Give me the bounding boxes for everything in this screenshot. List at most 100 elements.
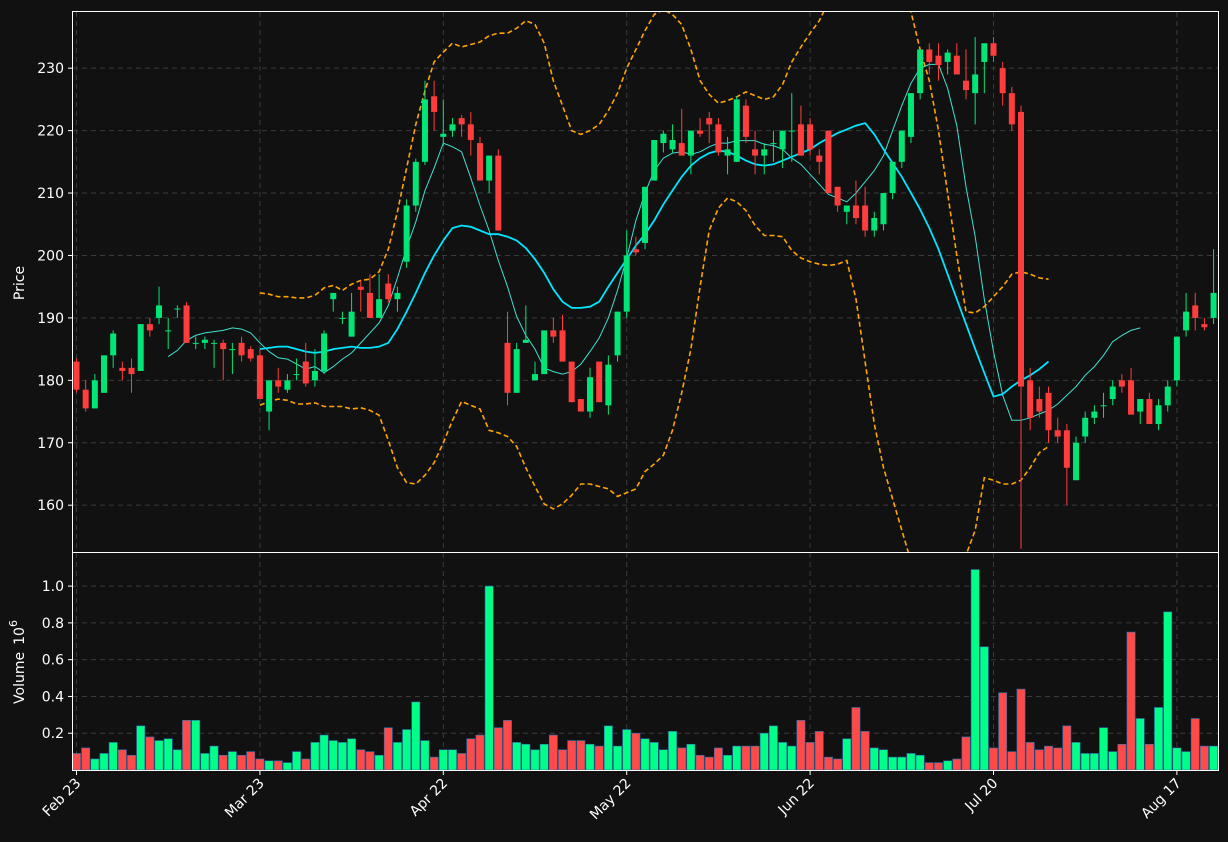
candle-up	[440, 133, 447, 137]
volume-bar-down	[1200, 745, 1209, 771]
candle-down	[146, 324, 153, 331]
volume-scale-base: 10	[12, 627, 28, 645]
candle-down	[504, 342, 511, 393]
volume-bar-down	[1025, 742, 1035, 771]
volume-bar-up	[1108, 751, 1118, 771]
candle-down	[1192, 305, 1199, 318]
candle-down	[1063, 430, 1070, 468]
candle-down	[1027, 380, 1034, 418]
volume-bar-up	[649, 742, 659, 771]
volume-bar-down	[1016, 688, 1026, 771]
volume-bar-down	[750, 745, 760, 771]
candle-up	[403, 205, 410, 262]
volume-bar-up	[769, 725, 778, 771]
candle-up	[788, 130, 795, 132]
volume-bar-down	[1062, 725, 1072, 771]
candle-up	[532, 374, 538, 381]
price-tick-label: 220	[37, 124, 64, 140]
volume-bar-down	[356, 749, 366, 771]
volume-bar-down	[237, 754, 246, 771]
volume-bar-down	[1190, 718, 1200, 771]
candle-up	[91, 380, 98, 409]
candle-up	[669, 139, 676, 150]
candle-down	[385, 283, 392, 300]
candle-up	[339, 317, 346, 319]
candle-up	[165, 330, 172, 332]
candle-down	[999, 68, 1006, 94]
volume-bar-down	[273, 760, 283, 771]
volume-bar-down	[503, 720, 512, 771]
volume-bar-up	[1181, 751, 1191, 771]
candle-up	[779, 130, 786, 150]
volume-bar-down	[998, 692, 1008, 771]
volume-bar-up	[759, 732, 769, 771]
candle-up	[880, 193, 887, 225]
volume-bar-down	[466, 738, 476, 771]
volume-bar-down	[741, 745, 751, 771]
price-axis-label: Price	[12, 266, 28, 300]
price-panel: 160 170 180 190 200 210 220 230 Price	[12, 12, 1218, 552]
candle-up	[981, 43, 988, 62]
candle-up	[687, 130, 694, 156]
volume-bars	[72, 569, 1218, 771]
candle-up	[293, 374, 300, 376]
volume-bar-down	[934, 762, 943, 771]
volume-panel: 0.2 0.4 0.6 0.8 1.0 Volume 106	[7, 553, 1218, 771]
candle-up	[330, 292, 337, 300]
volume-bar-down	[989, 747, 998, 771]
volume-bar-down	[145, 736, 155, 771]
volume-bar-up	[310, 742, 320, 771]
candle-up	[1073, 442, 1080, 481]
volume-bar-down	[1117, 743, 1127, 771]
candle-up	[348, 311, 355, 337]
volume-bar-up	[787, 745, 797, 771]
volume-bar-up	[585, 743, 595, 771]
volume-bar-up	[200, 753, 210, 771]
candle-down	[256, 355, 263, 400]
volume-bar-up	[1080, 753, 1090, 771]
bollinger-bands	[259, 12, 1049, 552]
price-grid	[73, 12, 1218, 552]
volume-bar-down	[824, 756, 833, 771]
candle-down	[357, 286, 364, 290]
volume-bar-up	[1135, 718, 1145, 771]
volume-bar-up	[1099, 727, 1108, 771]
volume-bar-up	[90, 758, 100, 771]
candle-up	[449, 124, 456, 131]
volume-bar-up	[227, 751, 237, 771]
candle-down	[807, 124, 814, 150]
volume-bar-up	[402, 729, 412, 771]
candle-up	[1155, 405, 1162, 425]
volume-bar-up	[347, 738, 356, 771]
volume-bar-up	[338, 742, 347, 771]
volume-bar-up	[136, 725, 146, 771]
volume-bar-up	[778, 742, 787, 771]
volume-axis-label-text: Volume	[12, 652, 28, 704]
volume-bar-down	[127, 754, 136, 771]
candle-down	[247, 349, 254, 359]
candle-up	[376, 299, 383, 318]
volume-bar-up	[283, 762, 292, 771]
volume-bar-up	[686, 743, 696, 771]
candle-down	[1045, 392, 1052, 431]
volume-axis-label: Volume 106	[7, 620, 28, 704]
volume-bar-up	[154, 740, 164, 771]
volume-bar-down	[218, 754, 228, 771]
candle-up	[917, 49, 924, 94]
volume-bar-up	[613, 745, 622, 771]
candle-up	[156, 305, 163, 318]
price-tick-label: 190	[37, 311, 64, 327]
candle-up	[321, 333, 328, 371]
volume-bar-up	[1172, 747, 1182, 771]
volume-bar-down	[796, 720, 806, 771]
volume-bar-down	[558, 749, 567, 771]
volume-bar-up	[512, 742, 522, 771]
volume-bar-up	[292, 751, 301, 771]
volume-bar-down	[255, 758, 265, 771]
candle-up	[843, 205, 850, 212]
candle-down	[862, 205, 869, 231]
volume-bar-up	[420, 740, 430, 771]
volume-bar-down	[860, 731, 870, 771]
candle-up	[1091, 411, 1098, 418]
candle-down	[706, 118, 713, 125]
